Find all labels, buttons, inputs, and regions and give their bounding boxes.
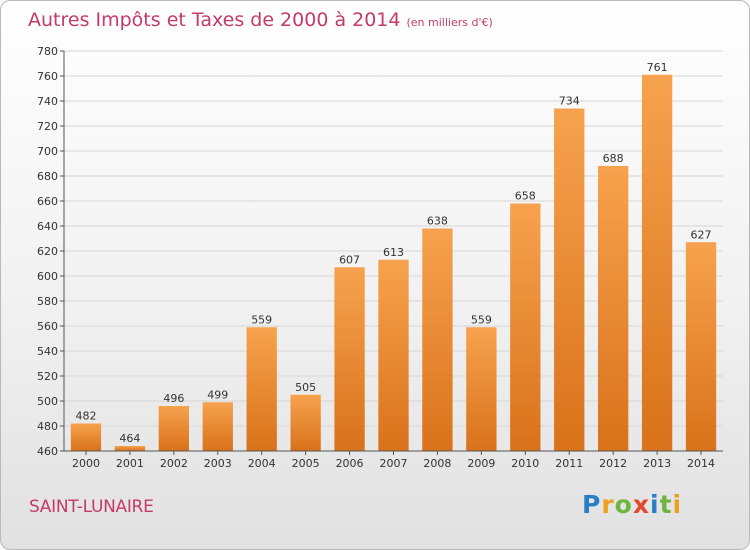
x-tick-label: 2006 bbox=[336, 457, 364, 470]
bar bbox=[598, 166, 629, 451]
y-tick-label: 720 bbox=[37, 120, 58, 133]
title-text: Autres Impôts et Taxes de 2000 à 2014 bbox=[28, 9, 401, 31]
x-tick-label: 2010 bbox=[511, 457, 539, 470]
x-tick-label: 2008 bbox=[423, 457, 451, 470]
y-tick-label: 760 bbox=[37, 70, 58, 83]
data-label: 638 bbox=[427, 215, 448, 228]
y-tick-label: 740 bbox=[37, 95, 58, 108]
bar bbox=[685, 242, 717, 451]
y-tick-label: 460 bbox=[37, 445, 58, 458]
logo-letter: i bbox=[650, 490, 660, 519]
x-tick-label: 2011 bbox=[555, 457, 583, 470]
x-tick-label: 2004 bbox=[248, 457, 276, 470]
proxiti-logo[interactable]: Proxiti bbox=[582, 490, 682, 519]
bar bbox=[114, 446, 146, 451]
logo-letter: o bbox=[614, 490, 633, 519]
bar bbox=[70, 423, 102, 451]
data-label: 496 bbox=[163, 392, 184, 405]
bar bbox=[202, 402, 233, 451]
y-tick-label: 600 bbox=[37, 270, 58, 283]
y-tick-label: 500 bbox=[37, 395, 58, 408]
logo-letter: i bbox=[672, 490, 683, 519]
x-tick-label: 2001 bbox=[116, 457, 144, 470]
bar bbox=[246, 327, 277, 451]
x-tick-label: 2002 bbox=[160, 457, 188, 470]
unit-label: (en milliers d'€) bbox=[406, 16, 493, 29]
data-label: 559 bbox=[471, 313, 492, 326]
y-tick-label: 780 bbox=[37, 45, 58, 58]
data-label: 613 bbox=[383, 246, 404, 259]
bar bbox=[422, 228, 453, 451]
bar bbox=[510, 203, 541, 451]
bar bbox=[290, 394, 321, 451]
x-tick-label: 2003 bbox=[204, 457, 232, 470]
y-tick-label: 660 bbox=[37, 195, 58, 208]
chart-title: Autres Impôts et Taxes de 2000 à 2014 (en… bbox=[28, 9, 493, 31]
x-tick-label: 2013 bbox=[643, 457, 671, 470]
x-tick-label: 2014 bbox=[687, 457, 715, 470]
data-label: 688 bbox=[603, 152, 624, 165]
data-label: 658 bbox=[515, 190, 536, 203]
data-label: 734 bbox=[559, 95, 580, 108]
y-tick-label: 580 bbox=[37, 295, 58, 308]
bars bbox=[70, 74, 717, 451]
data-label: 464 bbox=[119, 432, 140, 445]
y-tick-label: 680 bbox=[37, 170, 58, 183]
data-label: 607 bbox=[339, 253, 360, 266]
y-tick-label: 480 bbox=[37, 420, 58, 433]
x-tick-label: 2009 bbox=[467, 457, 495, 470]
y-tick-label: 560 bbox=[37, 320, 58, 333]
y-tick-label: 640 bbox=[37, 220, 58, 233]
data-label: 482 bbox=[75, 410, 96, 423]
logo-letter: r bbox=[601, 490, 615, 519]
logo-letter: t bbox=[659, 490, 673, 519]
y-axis-ticks: 460 480 500 520 540 560 580 600 620 640 660 680 700 7… bbox=[37, 45, 64, 458]
data-label: 761 bbox=[647, 61, 668, 74]
data-label: 627 bbox=[691, 228, 712, 241]
logo-letter: x bbox=[632, 490, 650, 519]
y-tick-label: 520 bbox=[37, 370, 58, 383]
x-tick-label: 2007 bbox=[380, 457, 408, 470]
bar bbox=[641, 74, 673, 451]
bar bbox=[466, 327, 497, 451]
data-label: 559 bbox=[251, 313, 272, 326]
data-label: 499 bbox=[207, 388, 228, 401]
commune-name: SAINT-LUNAIRE bbox=[29, 497, 154, 517]
x-axis-ticks: 2000 2001 2002 2003 2004 2005 2006 2007 2008 2009… bbox=[72, 451, 715, 470]
y-tick-label: 700 bbox=[37, 145, 58, 158]
x-tick-label: 2005 bbox=[292, 457, 320, 470]
bar bbox=[378, 259, 409, 451]
x-tick-label: 2000 bbox=[72, 457, 100, 470]
y-tick-label: 540 bbox=[37, 345, 58, 358]
data-labels: 482 464 496 499 559 505 607 613 638 559 658 734 688 7… bbox=[75, 61, 711, 445]
y-tick-label: 620 bbox=[37, 245, 58, 258]
logo-letter: P bbox=[582, 490, 602, 519]
data-label: 505 bbox=[295, 381, 316, 394]
bar bbox=[334, 267, 365, 451]
bar bbox=[554, 108, 585, 451]
bar bbox=[158, 406, 189, 451]
x-tick-label: 2012 bbox=[599, 457, 627, 470]
